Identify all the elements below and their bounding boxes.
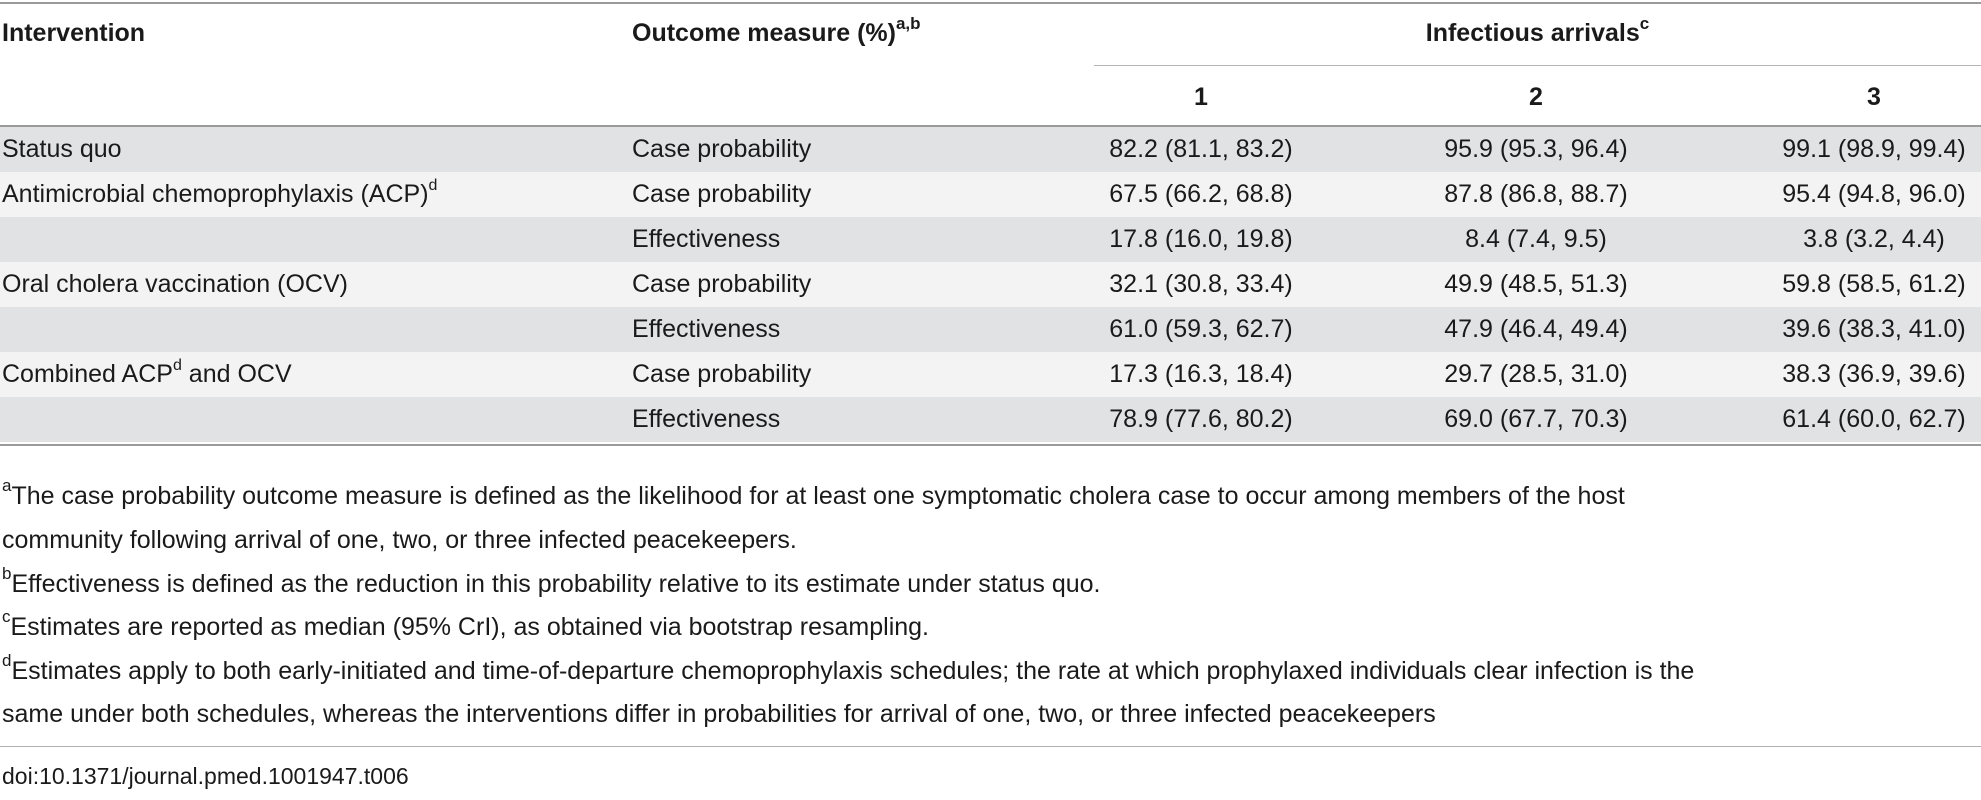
value-cell: 69.0 (67.7, 70.3) [1444, 405, 1628, 433]
header-col-2: 2 [1529, 83, 1543, 111]
intervention-cell: Status quo [2, 135, 122, 163]
header-col-1: 1 [1194, 83, 1208, 111]
footnote-bottom-rule [0, 746, 1981, 747]
measure-cell: Case probability [632, 135, 812, 163]
value-cell: 95.9 (95.3, 96.4) [1444, 135, 1628, 163]
header-group-superscript: c [1639, 13, 1650, 33]
value-cell: 78.9 (77.6, 80.2) [1109, 405, 1293, 433]
header-col-3: 3 [1867, 83, 1881, 111]
value-cell: 29.7 (28.5, 31.0) [1444, 360, 1628, 388]
value-cell: 47.9 (46.4, 49.4) [1444, 315, 1628, 343]
footnote-c: cEstimates are reported as median (95% C… [2, 606, 930, 641]
intervention-superscript: d [172, 356, 182, 374]
measure-cell: Case probability [632, 270, 812, 298]
intervention-cell: Antimicrobial chemoprophylaxis (ACP)d [2, 176, 438, 208]
value-cell: 17.8 (16.0, 19.8) [1109, 225, 1293, 253]
header-bottom-rule [0, 125, 1981, 127]
value-cell: 39.6 (38.3, 41.0) [1782, 315, 1966, 343]
header-outcome-superscript: a,b [895, 13, 921, 33]
value-cell: 59.8 (58.5, 61.2) [1782, 270, 1966, 298]
table-row: Effectiveness 78.9 (77.6, 80.2) 69.0 (67… [0, 397, 1981, 442]
table-row: Antimicrobial chemoprophylaxis (ACP)d Ca… [0, 172, 1981, 217]
table-row: Oral cholera vaccination (OCV) Case prob… [0, 262, 1981, 307]
measure-cell: Case probability [632, 360, 812, 388]
intervention-cell: Oral cholera vaccination (OCV) [2, 270, 348, 298]
header-outcome-label: Outcome measure (%) [632, 19, 896, 47]
footnote-d-continued: same under both schedules, whereas the i… [2, 700, 1436, 728]
value-cell: 95.4 (94.8, 96.0) [1782, 180, 1966, 208]
table-row: Effectiveness 17.8 (16.0, 19.8) 8.4 (7.4… [0, 217, 1981, 262]
value-cell: 17.3 (16.3, 18.4) [1109, 360, 1293, 388]
intervention-cell: Combined ACPd and OCV [2, 356, 292, 388]
header-outcome-measure: Outcome measure (%)a,b [632, 15, 921, 48]
table-top-rule [0, 2, 1981, 4]
value-cell: 32.1 (30.8, 33.4) [1109, 270, 1293, 298]
value-cell: 8.4 (7.4, 9.5) [1465, 225, 1607, 253]
value-cell: 49.9 (48.5, 51.3) [1444, 270, 1628, 298]
footnote-b: bEffectiveness is defined as the reducti… [2, 563, 1101, 598]
value-cell: 3.8 (3.2, 4.4) [1803, 225, 1945, 253]
header-intervention: Intervention [2, 19, 146, 47]
value-cell: 67.5 (66.2, 68.8) [1109, 180, 1293, 208]
value-cell: 38.3 (36.9, 39.6) [1782, 360, 1966, 388]
table-bottom-rule [0, 444, 1981, 446]
measure-cell: Effectiveness [632, 405, 781, 433]
value-cell: 99.1 (98.9, 99.4) [1782, 135, 1966, 163]
table-row: Effectiveness 61.0 (59.3, 62.7) 47.9 (46… [0, 307, 1981, 352]
value-cell: 61.0 (59.3, 62.7) [1109, 315, 1293, 343]
intervention-superscript: d [428, 176, 438, 194]
value-cell: 61.4 (60.0, 62.7) [1782, 405, 1966, 433]
footnote-d: dEstimates apply to both early-initiated… [2, 650, 1695, 685]
header-infectious-arrivals: Infectious arrivalsc [1094, 15, 1981, 48]
measure-cell: Effectiveness [632, 315, 781, 343]
value-cell: 82.2 (81.1, 83.2) [1109, 135, 1293, 163]
measure-cell: Case probability [632, 180, 812, 208]
table-row: Status quo Case probability 82.2 (81.1, … [0, 127, 1981, 172]
footnote-a-continued: community following arrival of one, two,… [2, 526, 797, 554]
table-row: Combined ACPd and OCV Case probability 1… [0, 352, 1981, 397]
measure-cell: Effectiveness [632, 225, 781, 253]
doi-link[interactable]: doi:10.1371/journal.pmed.1001947.t006 [2, 763, 409, 789]
header-group-label: Infectious arrivals [1425, 19, 1640, 47]
group-header-rule [1094, 65, 1981, 66]
footnote-a: aThe case probability outcome measure is… [2, 475, 1625, 510]
value-cell: 87.8 (86.8, 88.7) [1444, 180, 1628, 208]
